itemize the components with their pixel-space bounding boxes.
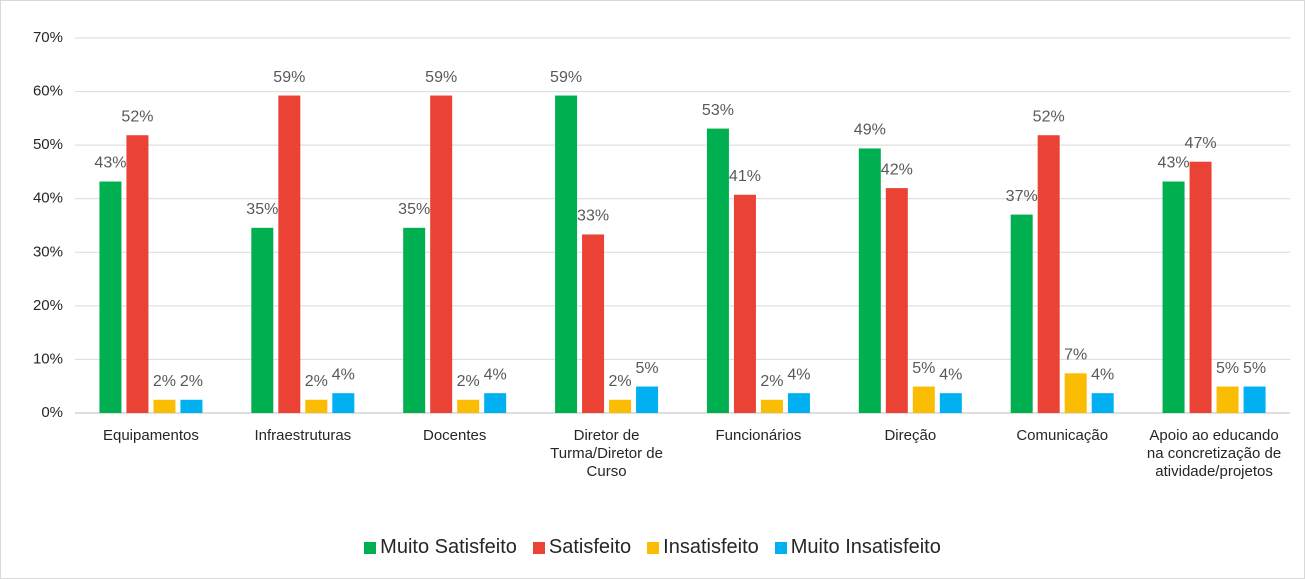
y-tick-label: 50% xyxy=(33,136,63,153)
data-label: 43% xyxy=(94,155,126,172)
bar xyxy=(706,128,729,413)
bar xyxy=(305,399,328,413)
bar xyxy=(1243,386,1266,413)
legend: Muito Satisfeito Satisfeito Insatisfeito Mu… xyxy=(0,536,1305,559)
data-label: 37% xyxy=(1006,188,1038,205)
data-label: 35% xyxy=(398,201,430,218)
x-tick-label: Apoio ao educando na concretização de at… xyxy=(1146,427,1282,480)
legend-item: Muito Insatisfeito xyxy=(774,536,941,559)
bar xyxy=(430,95,453,414)
bar xyxy=(99,181,122,413)
data-label: 2% xyxy=(609,373,632,390)
bar xyxy=(787,393,810,413)
bar xyxy=(885,188,908,413)
data-label: 59% xyxy=(425,69,457,86)
bar xyxy=(1091,393,1114,413)
legend-item: Insatisfeito xyxy=(647,536,759,559)
x-tick-label: Diretor de Turma/Diretor de Curso xyxy=(550,427,663,480)
data-label: 4% xyxy=(1091,366,1114,383)
data-label: 42% xyxy=(881,161,913,178)
legend-label: Muito Insatisfeito xyxy=(790,536,941,558)
y-tick-label: 40% xyxy=(33,190,63,207)
bar xyxy=(457,399,480,413)
legend-swatch xyxy=(364,541,377,554)
x-tick-label: Direção xyxy=(884,427,937,444)
bar xyxy=(555,95,578,414)
y-tick-label: 0% xyxy=(41,404,63,421)
data-label: 52% xyxy=(121,108,153,125)
data-label: 2% xyxy=(457,373,480,390)
bar xyxy=(332,393,355,413)
x-tick-label: Infraestruturas xyxy=(254,427,352,444)
data-label: 35% xyxy=(246,201,278,218)
data-label: 59% xyxy=(550,69,582,86)
data-label: 4% xyxy=(484,366,507,383)
bar xyxy=(636,386,659,413)
legend-swatch xyxy=(774,541,787,554)
data-label: 53% xyxy=(702,102,734,119)
bar xyxy=(1216,386,1239,413)
y-tick-label: 60% xyxy=(33,83,63,100)
data-label: 5% xyxy=(912,360,935,377)
bar xyxy=(1010,214,1033,413)
bar xyxy=(278,95,301,414)
data-label: 59% xyxy=(273,69,305,86)
bar xyxy=(939,393,962,413)
legend-swatch xyxy=(647,541,660,554)
bar xyxy=(180,399,203,413)
data-label: 2% xyxy=(153,373,176,390)
legend-label: Muito Satisfeito xyxy=(380,536,517,558)
x-tick-label: Docentes xyxy=(423,427,487,444)
bar xyxy=(251,227,274,413)
data-label: 4% xyxy=(332,366,355,383)
bar xyxy=(126,135,149,413)
bar xyxy=(403,227,426,413)
data-label: 41% xyxy=(729,168,761,185)
bar xyxy=(733,194,756,413)
data-label: 4% xyxy=(939,366,962,383)
x-tick-label: Funcionários xyxy=(715,427,802,444)
y-tick-label: 10% xyxy=(33,350,63,367)
legend-swatch xyxy=(532,541,545,554)
x-tick-label: Equipamentos xyxy=(102,427,199,444)
bar xyxy=(582,234,605,413)
y-tick-label: 30% xyxy=(33,243,63,260)
data-label: 5% xyxy=(636,360,659,377)
bar xyxy=(1037,135,1060,413)
bar xyxy=(760,399,783,413)
bar xyxy=(1162,181,1185,413)
data-label: 33% xyxy=(577,208,609,225)
y-tick-label: 70% xyxy=(33,29,63,46)
data-label: 5% xyxy=(1243,360,1266,377)
bar xyxy=(912,386,935,413)
bar xyxy=(1189,161,1212,413)
bar xyxy=(858,148,881,413)
legend-label: Satisfeito xyxy=(548,536,632,558)
legend-label: Insatisfeito xyxy=(663,536,759,558)
legend-item: Muito Satisfeito xyxy=(364,536,517,559)
x-tick-label: Comunicação xyxy=(1016,427,1109,444)
bar xyxy=(1064,373,1087,413)
data-label: 7% xyxy=(1064,347,1087,364)
y-tick-label: 20% xyxy=(33,297,63,314)
bar xyxy=(609,399,632,413)
bar xyxy=(484,393,507,413)
data-label: 47% xyxy=(1185,135,1217,152)
data-label: 4% xyxy=(787,366,810,383)
bar xyxy=(153,399,176,413)
data-label: 43% xyxy=(1158,155,1190,172)
data-label: 49% xyxy=(854,122,886,139)
data-label: 2% xyxy=(760,373,783,390)
data-label: 52% xyxy=(1033,108,1065,125)
data-label: 5% xyxy=(1216,360,1239,377)
data-label: 2% xyxy=(305,373,328,390)
legend-item: Satisfeito xyxy=(532,536,632,559)
data-label: 2% xyxy=(180,373,203,390)
